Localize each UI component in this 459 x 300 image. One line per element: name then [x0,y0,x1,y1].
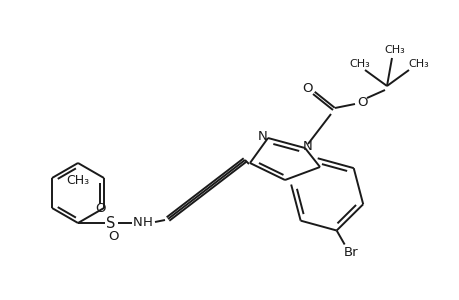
Text: CH₃: CH₃ [66,175,90,188]
Text: S: S [106,215,115,230]
Text: H: H [143,217,152,230]
Text: O: O [357,95,368,109]
Text: N: N [257,130,267,143]
Text: N: N [302,140,312,152]
Text: O: O [108,230,119,244]
Text: CH₃: CH₃ [408,59,428,69]
Text: Br: Br [342,246,357,259]
Text: O: O [302,82,313,94]
Text: N: N [133,217,143,230]
Text: CH₃: CH₃ [384,45,404,55]
Text: CH₃: CH₃ [349,59,369,69]
Text: O: O [95,202,106,215]
